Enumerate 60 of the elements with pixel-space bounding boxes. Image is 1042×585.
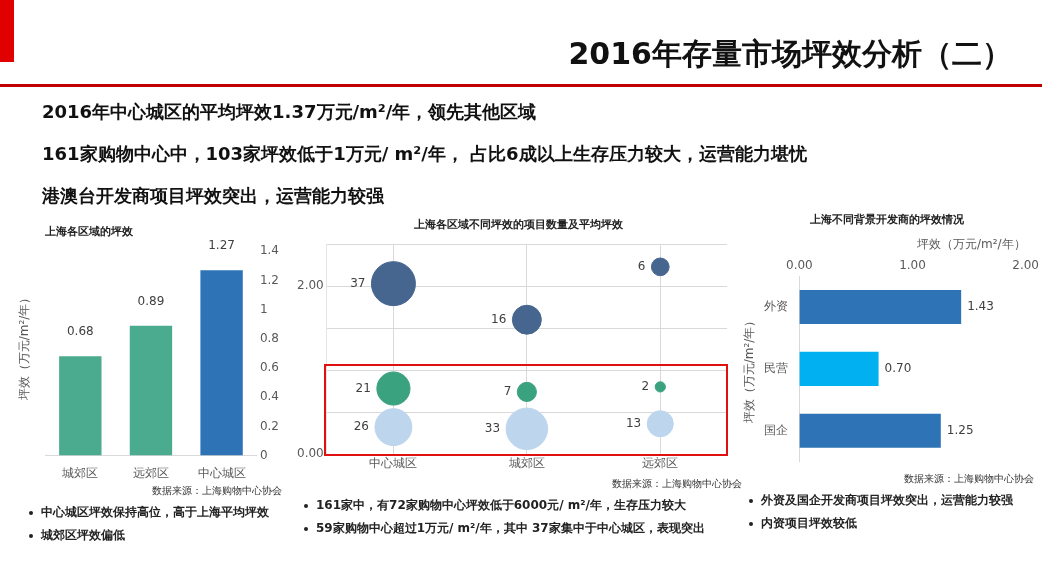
x-axis-title: 坪效（万元/m²/年） (916, 236, 1026, 251)
text: 城郊区坪效偏低 (41, 527, 125, 544)
data-label: 6 (637, 258, 646, 273)
y-tick-label: 民营 (764, 361, 789, 376)
text: 港澳台开发商项目坪效突出，运营能力较强 (42, 185, 384, 206)
text: 161家中，有72家购物中心坪效低于6000元/ m²/年，生存压力较大 (316, 497, 686, 514)
y-tick-label: 1 (259, 301, 268, 316)
source-note: 数据来源：上海购物中心协会 (904, 473, 1034, 484)
data-label: 2 (641, 378, 650, 393)
x-tick-label: 0.00 (786, 257, 813, 272)
text: 161家购物中心中，103家坪效低于1万元/ m²/年， 占比6成以上生存压力较大，运营能力堪忧 (42, 142, 807, 166)
y-tick-label: 1.2 (259, 272, 280, 287)
data-label: 26 (353, 419, 369, 434)
text: 外资及国企开发商项目坪效突出，运营能力较强 (761, 492, 1013, 509)
x-tick-label: 中心城区 (197, 465, 246, 480)
y-tick-label: 0.4 (259, 389, 280, 404)
bar (200, 270, 243, 456)
text: 中心城区坪效保持高位，高于上海平均坪效 (41, 504, 269, 521)
data-label: 21 (355, 380, 371, 395)
y-tick-label: 1.4 (259, 243, 280, 258)
x-tick-label: 远郊区 (132, 465, 169, 480)
bar (59, 356, 102, 456)
x-tick-label: 远郊区 (642, 456, 679, 471)
chart-title: 上海各区域的坪效 (44, 225, 134, 239)
y-axis-title: 坪效（万元/m²/年） (742, 314, 757, 425)
bar (799, 289, 962, 324)
y-tick-label: 国企 (764, 422, 789, 437)
x-tick-label: 1.00 (899, 257, 926, 272)
data-label: 1.27 (208, 238, 235, 253)
y-tick-label: 0.8 (259, 330, 280, 345)
data-label: 0.89 (137, 293, 165, 308)
bar (129, 325, 173, 456)
x-tick-label: 城郊区 (61, 465, 99, 480)
data-label: 1.25 (946, 422, 974, 437)
data-label: 37 (350, 275, 366, 290)
x-tick-label: 中心城区 (369, 456, 418, 471)
text: 2016年存量市场坪效分析（二） (568, 35, 1012, 73)
y-tick-label: 0.2 (259, 418, 280, 433)
chart-title: 上海不同背景开发商的坪效情况 (808, 213, 965, 227)
bar (799, 351, 879, 386)
x-tick-label: 城郊区 (507, 456, 545, 471)
data-label: 1.43 (967, 299, 994, 314)
x-tick-label: 2.00 (1012, 257, 1039, 272)
text: 59家购物中心超过1万元/ m²/年，其中 37家集中于中心城区，表现突出 (316, 520, 705, 537)
source-note: 数据来源：上海购物中心协会 (151, 484, 283, 498)
data-label: 13 (625, 415, 642, 430)
y-tick-label: 外资 (764, 299, 789, 314)
y-axis-title: 坪效（万元/m²/年） (16, 290, 32, 403)
data-label: 7 (503, 384, 512, 399)
data-label: 33 (484, 420, 501, 435)
y-tick-label: 0.6 (259, 360, 280, 375)
text: 内资项目坪效较低 (761, 515, 857, 532)
text: 2016年中心城区的平均坪效1.37万元/m²/年，领先其他区域 (42, 100, 538, 124)
chart-title: 上海各区域不同坪效的项目数量及平均坪效 (412, 218, 624, 232)
bar (799, 413, 941, 448)
y-tick-label: 0 (259, 447, 268, 462)
source-note: 数据来源：上海购物中心协会 (611, 477, 743, 491)
data-label: 0.68 (66, 324, 94, 339)
data-label: 16 (491, 311, 507, 326)
data-label: 0.70 (884, 361, 912, 376)
